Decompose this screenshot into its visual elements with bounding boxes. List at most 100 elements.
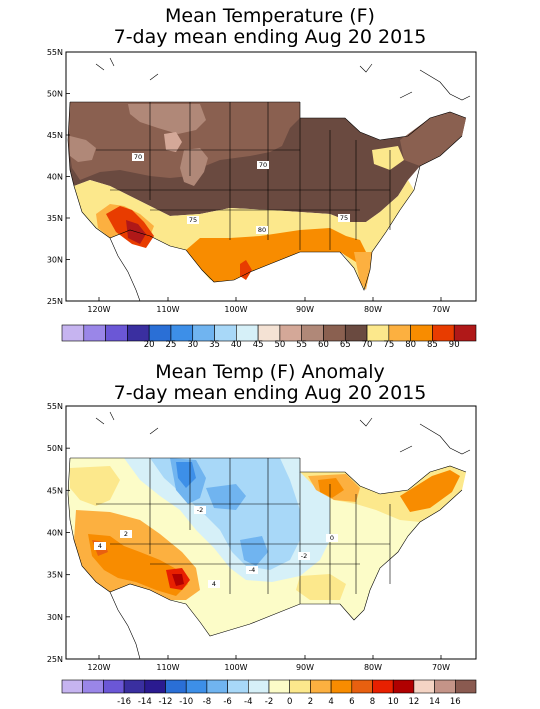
map2-lat-axis: 55N 50N 45N 40N 35N 30N 25N <box>47 402 70 664</box>
lat-label: 35N <box>47 214 63 223</box>
map1-band-80-85-south <box>186 228 366 282</box>
legend-swatch <box>185 679 208 694</box>
lon-label: 120W <box>87 305 110 314</box>
contour-label-bg <box>338 214 350 222</box>
map1-band-60-65-rockies <box>180 148 208 186</box>
legend-label: 8 <box>370 697 375 707</box>
lat-label: 50N <box>47 444 63 453</box>
map1-title: Mean Temperature (F) <box>165 5 375 27</box>
map2-band-neg4-neg6-central <box>206 484 246 510</box>
map1-lat-axis: 55N 50N 45N 40N 35N 30N 25N <box>47 48 70 306</box>
legend-label: 45 <box>253 340 264 350</box>
lat-label: 45N <box>47 486 63 495</box>
lon-label: 100W <box>224 663 247 672</box>
legend-label: 30 <box>187 340 198 350</box>
lat-label: 40N <box>47 173 63 182</box>
contour-label-bg <box>94 542 106 550</box>
legend-swatch <box>206 679 228 694</box>
map2-band-2-4-northwest <box>70 466 120 506</box>
legend-label: -6 <box>223 697 231 707</box>
legend-swatch <box>227 679 249 694</box>
map2-title: Mean Temp (F) Anomaly <box>155 361 385 383</box>
map1-subtitle: 7-day mean ending Aug 20 2015 <box>113 26 427 48</box>
map1-band-60-65-coast <box>70 136 96 162</box>
legend-label: -12 <box>159 697 173 707</box>
lat-label: 55N <box>47 402 63 411</box>
legend-label: 6 <box>349 697 354 707</box>
contour-label-bg <box>257 161 269 169</box>
map1-band-60-65-north <box>128 104 206 134</box>
legend-swatch <box>123 679 146 694</box>
legend-label: 14 <box>429 697 440 707</box>
contour-label: 4 <box>98 542 102 550</box>
lat-label: 30N <box>47 256 63 265</box>
legend-swatch <box>434 679 456 694</box>
lon-label: 70W <box>432 305 450 314</box>
legend-label: 20 <box>144 340 155 350</box>
legend-label: 4 <box>328 697 333 707</box>
contour-label-bg <box>120 530 132 538</box>
contour-label: 70 <box>259 161 267 169</box>
contour-label: 80 <box>258 226 266 234</box>
legend-label: 55 <box>296 340 307 350</box>
map1-band-85-south-texas <box>240 260 252 280</box>
contour-label: 0 <box>330 534 334 542</box>
legend-label: 70 <box>362 340 373 350</box>
map2-legend: -16 -14 -12 -10 -8 -6 -4 -2 0 2 4 6 8 10 12 14 16 <box>61 679 477 707</box>
contour-label: 2 <box>124 530 128 538</box>
map1-band-65-70 <box>68 102 300 180</box>
legend-swatch <box>372 679 394 694</box>
lon-label: 100W <box>224 305 247 314</box>
legend-swatch <box>165 679 187 694</box>
map2-band-neg6-neg8 <box>176 462 196 488</box>
legend-swatch <box>351 679 373 694</box>
map1-band-65-70-northeast <box>400 112 466 166</box>
contour-label-bg <box>132 153 144 161</box>
lat-label: 30N <box>47 613 63 622</box>
lat-label: 25N <box>47 655 63 664</box>
map2-band-6-8-newengland <box>400 470 460 512</box>
contour-label-bg <box>194 506 206 514</box>
contour-label-bg <box>246 566 258 574</box>
contour-label: 75 <box>340 214 348 222</box>
legend-label: -4 <box>244 697 252 707</box>
legend-label: 85 <box>427 340 438 350</box>
map2-band-12-14-arizona <box>172 574 184 586</box>
map1-band-75-80-midatlantic <box>372 146 404 170</box>
map2-band-neg4-neg6-plains <box>240 536 268 566</box>
map1-band-55-60-spot <box>164 132 182 152</box>
lon-label: 70W <box>432 663 450 672</box>
legend-swatch <box>289 679 311 694</box>
lat-label: 55N <box>47 48 63 57</box>
contour-label: 75 <box>189 216 197 224</box>
contour-label-bg <box>298 552 310 560</box>
legend-swatch <box>392 679 415 694</box>
legend-swatch <box>454 679 477 694</box>
legend-label: 60 <box>318 340 329 350</box>
legend-label: 90 <box>449 340 460 350</box>
contour-label-bg <box>256 226 268 234</box>
map2-band-2-4-south <box>296 574 346 600</box>
legend-label: -10 <box>179 697 193 707</box>
legend-label: 50 <box>274 340 285 350</box>
legend-label: -16 <box>117 697 131 707</box>
legend-swatch <box>330 679 353 694</box>
legend-label: -8 <box>203 697 211 707</box>
lon-label: 80W <box>364 305 382 314</box>
map1-florida <box>354 252 372 290</box>
legend-swatch <box>310 679 332 694</box>
contour-label: 70 <box>134 153 142 161</box>
lat-label: 50N <box>47 90 63 99</box>
map2-contour-labels: -2 -4 -2 2 0 4 4 <box>94 506 338 588</box>
map2-coastlines <box>95 411 471 660</box>
legend-label: -2 <box>265 697 273 707</box>
lon-label: 120W <box>87 663 110 672</box>
lon-label: 110W <box>156 305 179 314</box>
legend-label: 80 <box>405 340 416 350</box>
lon-label: 90W <box>296 663 314 672</box>
legend-label: 40 <box>231 340 242 350</box>
map1-boundaries <box>67 101 467 291</box>
legend-swatch <box>453 324 477 342</box>
